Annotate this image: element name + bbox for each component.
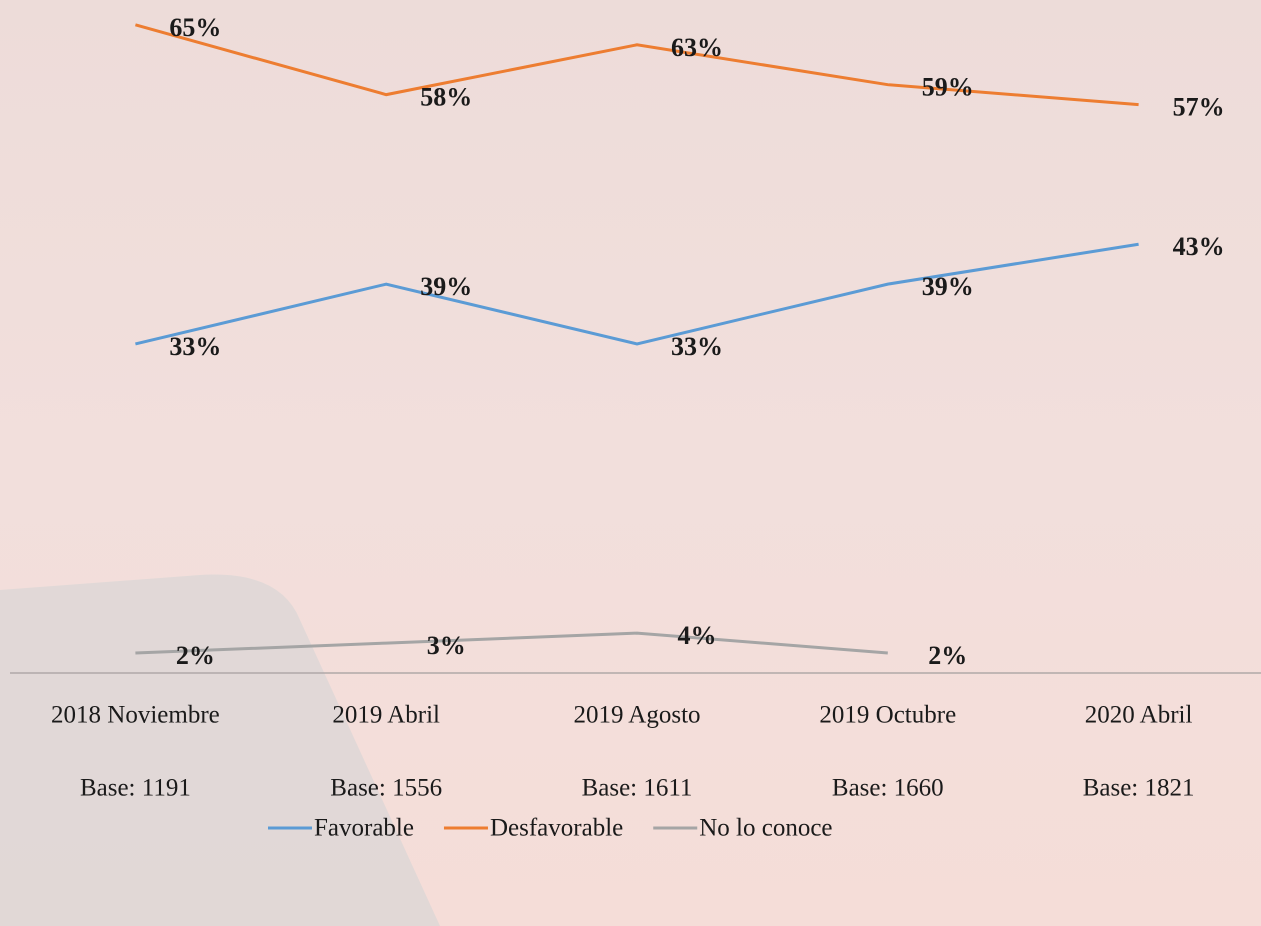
legend-label: Favorable (314, 815, 414, 842)
x-tick-label: 2019 Agosto (573, 702, 700, 729)
legend-label: Desfavorable (490, 815, 623, 842)
base-label: Base: 1191 (80, 775, 191, 802)
chart: 2018 Noviembre Base: 1191 2019 Abril Base: … (0, 0, 1261, 926)
data-label: 57% (1173, 93, 1225, 122)
data-label: 59% (922, 73, 974, 102)
data-label: 65% (169, 13, 221, 42)
base-label: Base: 1821 (1083, 775, 1195, 802)
base-label: Base: 1660 (832, 775, 944, 802)
data-label: 33% (169, 332, 221, 361)
x-tick-label: 2019 Abril (332, 702, 440, 729)
data-label: 33% (671, 332, 723, 361)
base-label: Base: 1611 (582, 775, 693, 802)
data-label: 2% (928, 641, 967, 670)
background-shape (0, 575, 440, 926)
data-label: 39% (922, 272, 974, 301)
data-label: 2% (176, 641, 215, 670)
data-label: 58% (420, 83, 472, 112)
data-label: 3% (427, 631, 466, 660)
data-label: 63% (671, 33, 723, 62)
page: 2018 Noviembre Base: 1191 2019 Abril Base: … (0, 0, 1261, 926)
x-tick-label: 2020 Abril (1085, 702, 1193, 729)
line (135, 244, 1138, 344)
line (135, 25, 1138, 105)
legend-label: No lo conoce (699, 815, 832, 842)
data-label: 4% (678, 621, 717, 650)
x-tick-label: 2019 Octubre (819, 702, 956, 729)
data-label: 39% (420, 272, 472, 301)
data-label: 43% (1173, 232, 1225, 261)
x-tick-label: 2018 Noviembre (51, 702, 220, 729)
base-label: Base: 1556 (330, 775, 442, 802)
